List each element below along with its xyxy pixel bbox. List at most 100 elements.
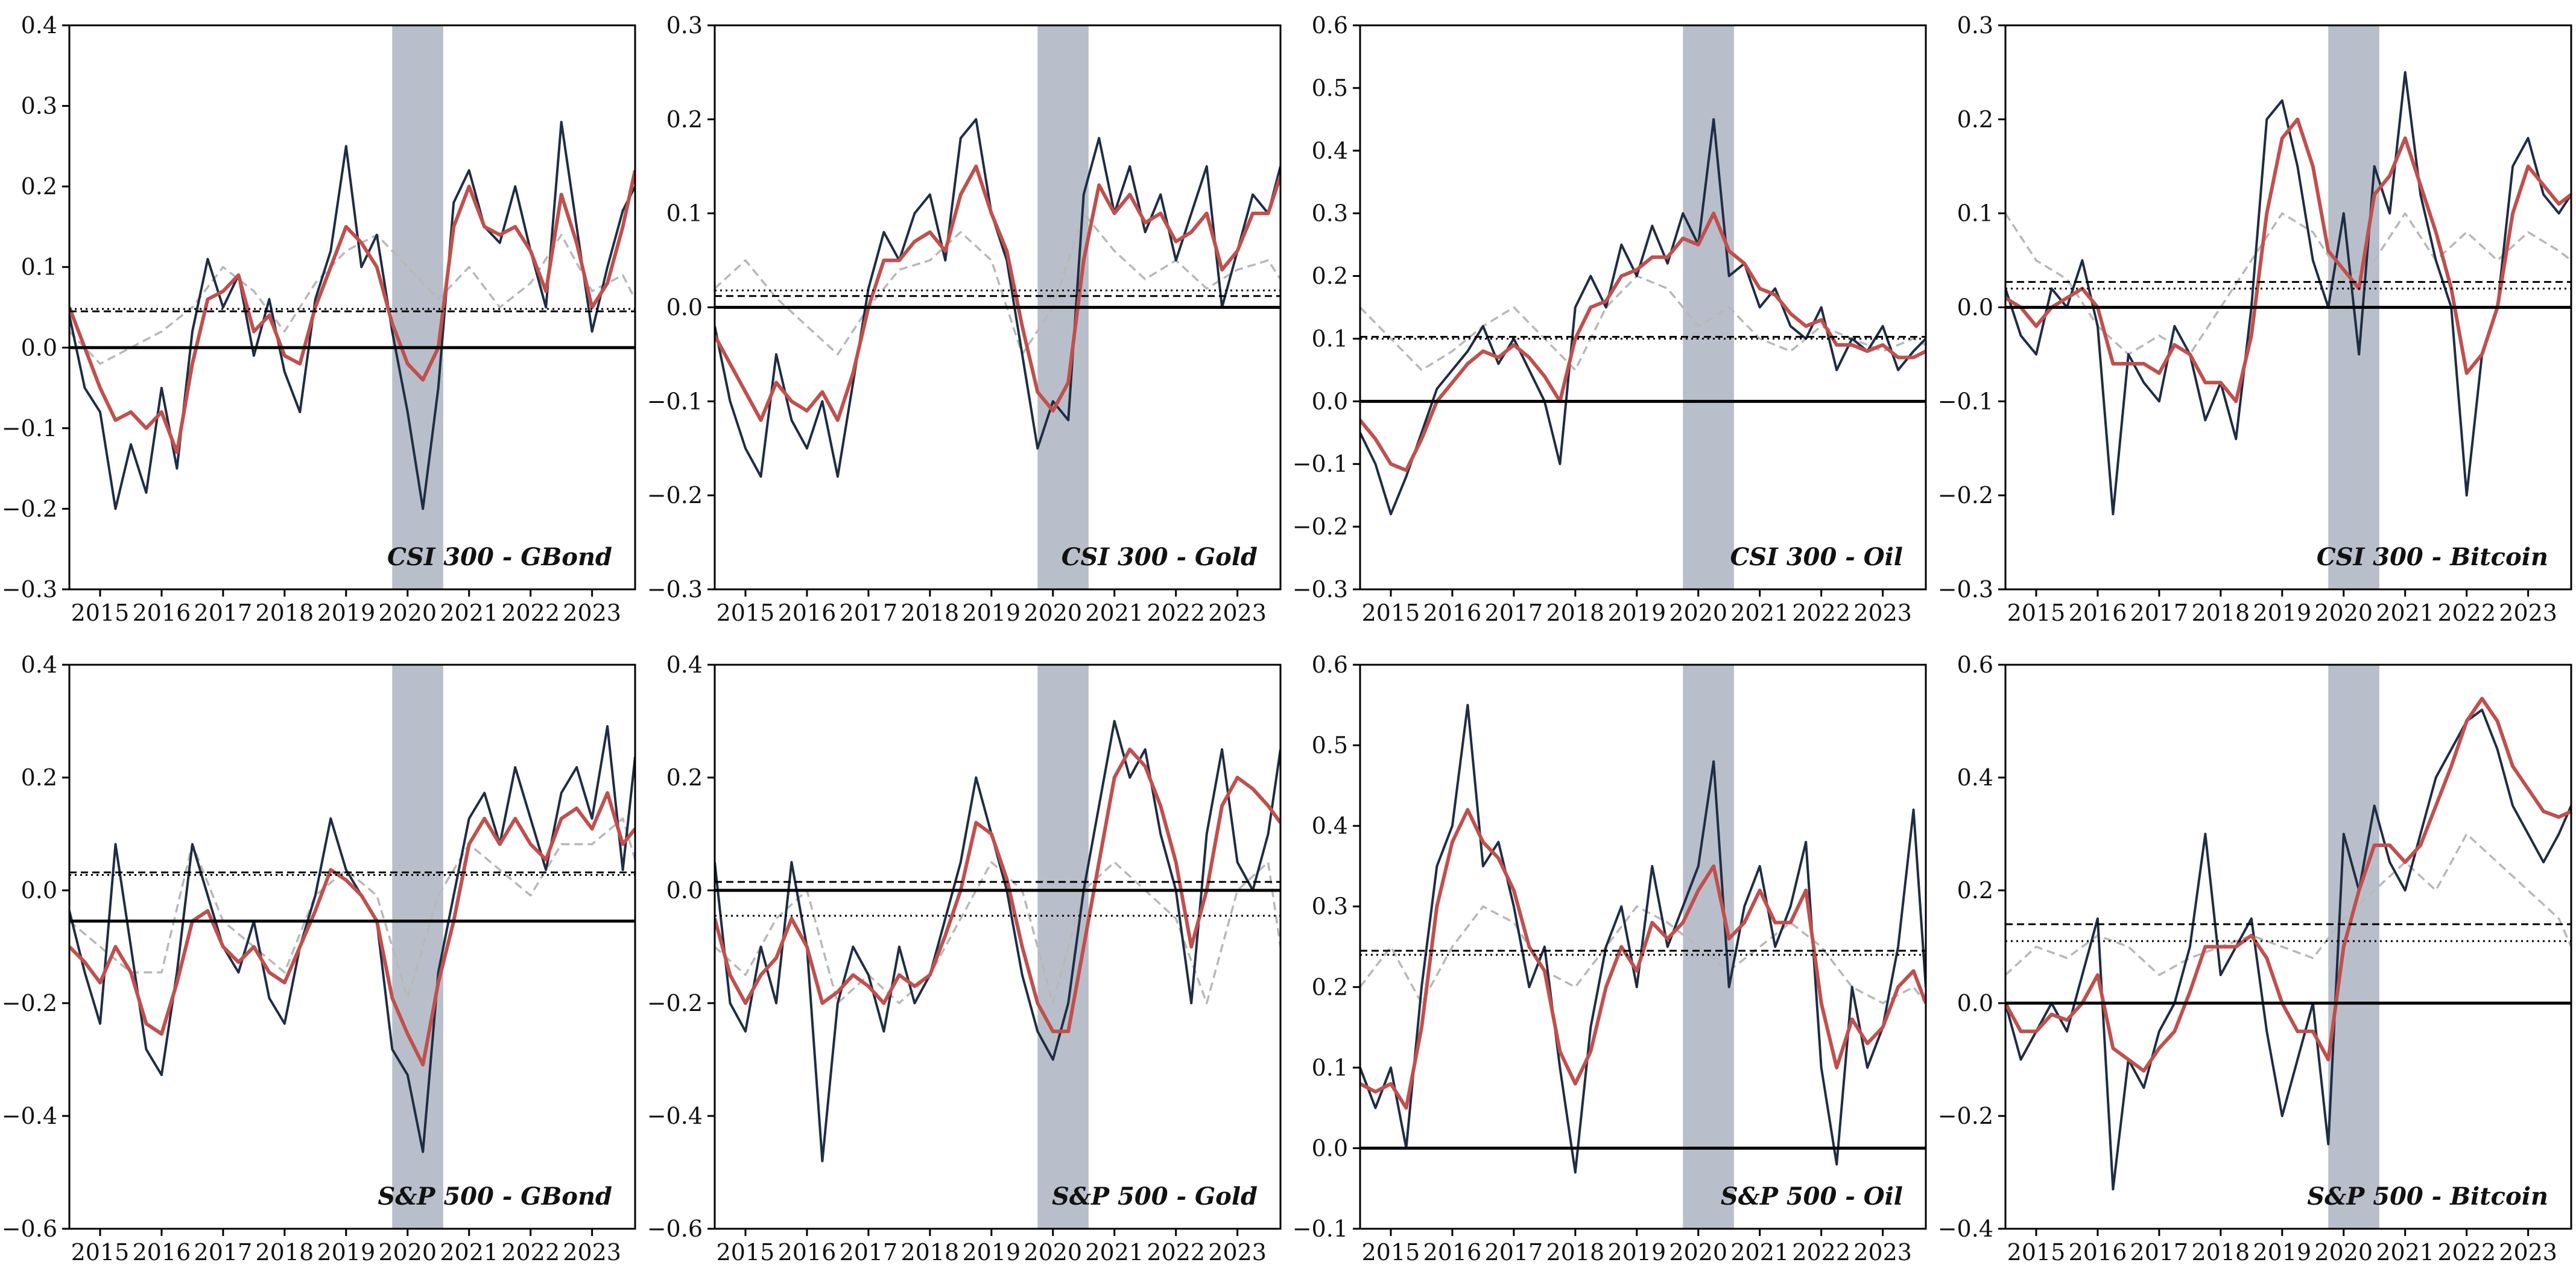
x-tick-label: 2016 [1423, 1239, 1482, 1266]
smoothed-series-line [715, 164, 1280, 422]
x-tick-label: 2017 [194, 1239, 253, 1266]
y-tick-label: 0.1 [1312, 325, 1348, 352]
dcc-series-line [1360, 703, 1926, 1174]
dcc-series-line [1360, 118, 1926, 516]
x-tick-label: 2016 [1423, 600, 1482, 626]
x-tick-label: 2015 [2007, 600, 2066, 626]
x-tick-label: 2019 [962, 600, 1021, 626]
panel-title: CSI 300 - Gold [1062, 543, 1258, 571]
chart-panel-6: −0.6 −0.4 −0.2 0.0 0.2 0.4 2015 2016 2017 2018 201… [647, 651, 1282, 1266]
dcc-series-line [69, 725, 635, 1153]
y-tick-label: 0.3 [1957, 12, 1993, 39]
x-tick-label: 2023 [2499, 1239, 2557, 1266]
x-tick-label: 2021 [1085, 1239, 1144, 1266]
crisis-period-band [1037, 665, 1089, 1229]
x-tick-label: 2017 [840, 600, 898, 626]
y-tick-label: −0.4 [2, 1103, 57, 1129]
y-tick-label: 0.6 [1312, 12, 1348, 39]
benchmark-series-line [2005, 212, 2571, 356]
plot-area [715, 118, 1280, 478]
x-tick-label: 2021 [440, 1239, 498, 1266]
x-tick-label: 2016 [133, 600, 191, 626]
panel-title: CSI 300 - Oil [1730, 543, 1903, 571]
dcc-series-line [715, 720, 1280, 1162]
x-tick-label: 2021 [1730, 1239, 1789, 1266]
x-tick-label: 2021 [440, 600, 498, 626]
x-tick-label: 2015 [717, 600, 775, 626]
y-tick-label: 0.2 [666, 106, 703, 133]
x-tick-label: 2022 [1792, 600, 1850, 626]
x-tick-label: 2017 [1485, 600, 1543, 626]
x-tick-label: 2017 [2130, 1239, 2189, 1266]
y-tick-label: 0.0 [1312, 1135, 1348, 1161]
x-tick-label: 2023 [1208, 600, 1267, 626]
y-tick-label: −0.2 [2, 495, 57, 522]
panel-frame [714, 664, 1282, 1230]
y-tick-label: −0.3 [2, 576, 57, 603]
benchmark-series-line [1360, 274, 1926, 372]
x-tick-label: 2018 [900, 1239, 959, 1266]
y-tick-label: −0.1 [647, 388, 703, 414]
x-tick-label: 2023 [1208, 1239, 1267, 1266]
x-tick-label: 2015 [71, 1239, 130, 1266]
y-tick-label: −0.2 [647, 482, 703, 509]
y-tick-label: 0.0 [21, 877, 57, 904]
y-tick-label: 0.4 [1312, 138, 1348, 164]
y-tick-label: 0.5 [1312, 75, 1348, 101]
x-tick-label: 2020 [378, 1239, 437, 1266]
y-tick-label: 0.0 [1957, 294, 1993, 321]
x-tick-label: 2022 [501, 600, 560, 626]
chart-panel-8: −0.4 −0.2 0.0 0.2 0.4 0.6 2015 2016 2017 2018 2019… [1938, 651, 2572, 1266]
x-tick-label: 2018 [1546, 600, 1604, 626]
x-tick-label: 2019 [317, 1239, 375, 1266]
plot-area [1360, 703, 1926, 1174]
y-tick-label: 0.6 [1957, 651, 1993, 678]
y-tick-label: 0.2 [1312, 974, 1348, 1000]
smoothed-series-line [715, 747, 1280, 1033]
crisis-period-band [2328, 665, 2379, 1229]
y-tick-label: 0.3 [21, 93, 57, 119]
benchmark-series-line [2005, 832, 2571, 977]
plot-area [69, 725, 635, 1153]
crisis-period-band [392, 25, 443, 589]
y-tick-label: −0.6 [647, 1215, 703, 1242]
x-tick-label: 2021 [1085, 600, 1144, 626]
x-tick-label: 2015 [2007, 1239, 2066, 1266]
y-tick-label: 0.2 [1957, 106, 1993, 133]
y-tick-label: −0.1 [1293, 1215, 1348, 1242]
y-tick-label: 0.3 [1312, 893, 1348, 920]
y-tick-label: 0.0 [666, 877, 703, 904]
x-tick-label: 2019 [1607, 600, 1666, 626]
y-tick-label: −0.3 [1293, 576, 1348, 603]
y-tick-label: 0.0 [21, 334, 57, 361]
x-tick-label: 2022 [1147, 600, 1205, 626]
smoothed-series-line [2005, 117, 2571, 404]
x-tick-label: 2020 [1669, 1239, 1727, 1266]
x-tick-label: 2023 [563, 1239, 621, 1266]
smoothed-series-line [1360, 211, 1926, 472]
y-tick-label: −0.6 [2, 1215, 57, 1242]
y-tick-label: −0.2 [647, 990, 703, 1016]
y-tick-label: 0.1 [21, 254, 57, 280]
x-tick-label: 2015 [717, 1239, 775, 1266]
y-tick-label: −0.4 [1938, 1215, 1993, 1242]
x-tick-label: 2019 [1607, 1239, 1666, 1266]
x-tick-label: 2022 [1792, 1239, 1850, 1266]
y-tick-label: 0.4 [1957, 764, 1993, 791]
x-tick-label: 2017 [840, 1239, 898, 1266]
x-tick-label: 2017 [194, 600, 253, 626]
y-tick-label: 0.1 [1312, 1054, 1348, 1081]
plot-area [1360, 118, 1926, 516]
y-tick-label: −0.3 [1938, 576, 1993, 603]
x-tick-label: 2015 [1362, 600, 1420, 626]
y-tick-label: 0.2 [21, 173, 57, 200]
y-tick-label: 0.4 [21, 651, 57, 678]
x-tick-label: 2018 [1546, 1239, 1604, 1266]
x-tick-label: 2016 [2069, 600, 2127, 626]
x-tick-label: 2020 [1024, 1239, 1082, 1266]
x-tick-label: 2020 [378, 600, 437, 626]
x-tick-label: 2017 [1485, 1239, 1543, 1266]
